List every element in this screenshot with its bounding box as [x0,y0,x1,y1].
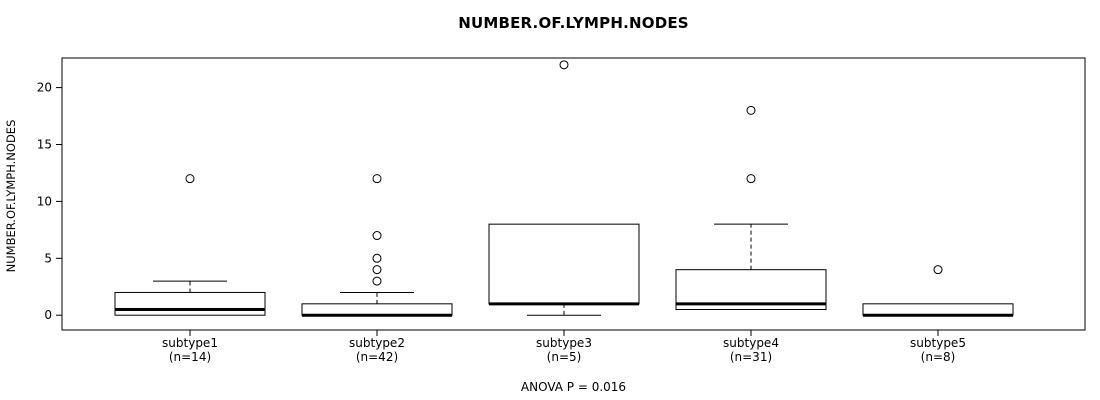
outlier-point [746,105,756,115]
x-tick-sublabel: (n=5) [547,350,582,364]
outlier-point [372,265,382,275]
y-tick-label: 5 [44,251,52,265]
x-tick-label: subtype4 [723,336,779,350]
y-tick-label: 20 [37,81,52,95]
x-tick-sublabel: (n=8) [921,350,956,364]
outlier-point [372,276,382,286]
x-tick-label: subtype3 [536,336,592,350]
outlier-point [746,174,756,184]
outlier-point [933,265,943,275]
x-tick-sublabel: (n=14) [169,350,211,364]
chart-title: NUMBER.OF.LYMPH.NODES [458,14,689,32]
y-tick-label: 10 [37,194,52,208]
plot-border [61,57,1086,331]
outlier-point [372,174,382,184]
box [114,291,266,316]
box [488,223,640,305]
y-tick-label: 15 [37,137,52,151]
box [862,303,1014,316]
x-tick-label: subtype5 [910,336,966,350]
outlier-point [185,174,195,184]
x-tick-sublabel: (n=42) [356,350,398,364]
y-tick-label: 0 [44,308,52,322]
outlier-point [372,231,382,241]
box [301,303,453,316]
outlier-point [372,253,382,263]
x-tick-label: subtype2 [349,336,405,350]
x-tick-label: subtype1 [162,336,218,350]
x-tick-sublabel: (n=31) [730,350,772,364]
anova-caption: ANOVA P = 0.016 [520,380,627,394]
outlier-point [559,60,569,70]
